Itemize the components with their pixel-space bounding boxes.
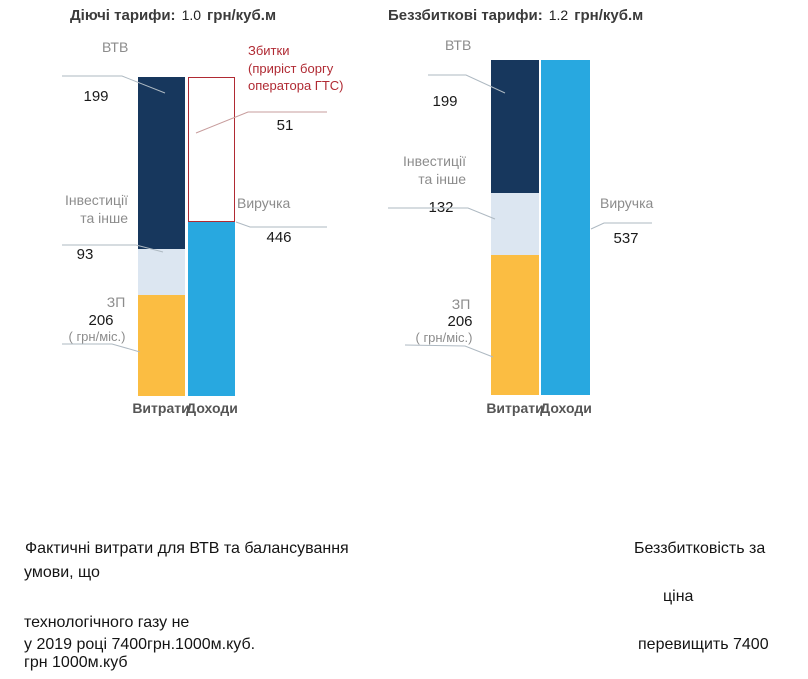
chart1-axis-costs-label: Витрати [132,400,190,416]
footer-left-line-4: у 2019 році 7400грн.1000м.куб. [24,636,256,653]
footer-right-line-1: Беззбитковість за [634,540,766,557]
chart2-zp-callout-line [404,344,494,358]
chart2-costs-invest-segment [491,193,539,255]
chart2-axis-income-label: Доходи [540,400,592,416]
chart1-zp-value: 206 [88,312,114,329]
chart1-revenue-label: Виручка [237,195,291,211]
chart2-zp-value: 206 [447,313,473,330]
chart1-vtv-value: 199 [83,88,109,105]
chart1-zp-label: ЗП [106,294,126,310]
footer-left-line-5: грн 1000м.куб [24,654,128,671]
chart1-loss-value: 51 [276,117,294,134]
chart1-income-loss-outline-box [188,77,235,222]
footer-left-line-1: Фактичні витрати для ВТВ та балансування [25,540,349,557]
chart1-zp-callout-line [62,343,141,353]
chart2-invest-value: 132 [428,199,454,216]
chart1-revenue-value: 446 [266,229,292,246]
chart1-zp-unit-label: ( грн/міс.) [68,329,126,344]
chart1-costs-vtv-segment [138,77,185,249]
chart1-revenue-callout-line [235,221,327,228]
chart1-loss-note: Збитки (приріст боргу оператора ГТС) [248,43,344,93]
chart1-costs-zp-segment [138,295,185,396]
chart2-zp-label: ЗП [451,296,471,312]
chart2-title: Беззбиткові тарифи: 1.2 грн/куб.м [388,7,643,24]
chart1-costs-invest-segment [138,249,185,295]
chart2-tariff-value: 1.2 [548,7,569,23]
chart2-costs-zp-segment [491,255,539,395]
footer-right-line-2: ціна [663,588,694,605]
chart1-invest-value: 93 [76,246,94,263]
chart1-income-revenue-segment [188,222,235,396]
chart1-vtv-label: ВТВ [102,39,129,55]
chart2-vtv-value: 199 [432,93,458,110]
footer-left-line-2: умови, що [24,564,100,581]
chart2-invest-label: Інвестиції та інше [403,153,466,187]
chart1-title-prefix: Діючі тарифи: [70,7,176,24]
footer-left-line-3: технологічного газу не [24,614,190,631]
chart1-title-unit: грн/куб.м [207,7,277,24]
chart2-income-revenue-segment [541,60,590,395]
chart1-title: Діючі тарифи: 1.0 грн/куб.м [70,7,276,24]
chart2-title-unit: грн/куб.м [574,7,644,24]
chart1-tariff-value: 1.0 [181,7,202,23]
chart2-revenue-callout-line [590,222,652,230]
chart2-vtv-label: ВТВ [445,37,472,53]
chart2-axis-costs-label: Витрати [486,400,544,416]
chart2-zp-unit-label: ( грн/міс.) [415,330,473,345]
footer-right-line-3: перевищить 7400 [638,636,769,653]
chart2-revenue-value: 537 [613,230,639,247]
chart1-invest-label: Інвестиції та інше [65,192,128,226]
chart2-title-prefix: Беззбиткові тарифи: [388,7,543,24]
chart1-axis-income-label: Доходи [186,400,238,416]
chart2-revenue-label: Виручка [600,195,654,211]
chart2-costs-vtv-segment [491,60,539,193]
